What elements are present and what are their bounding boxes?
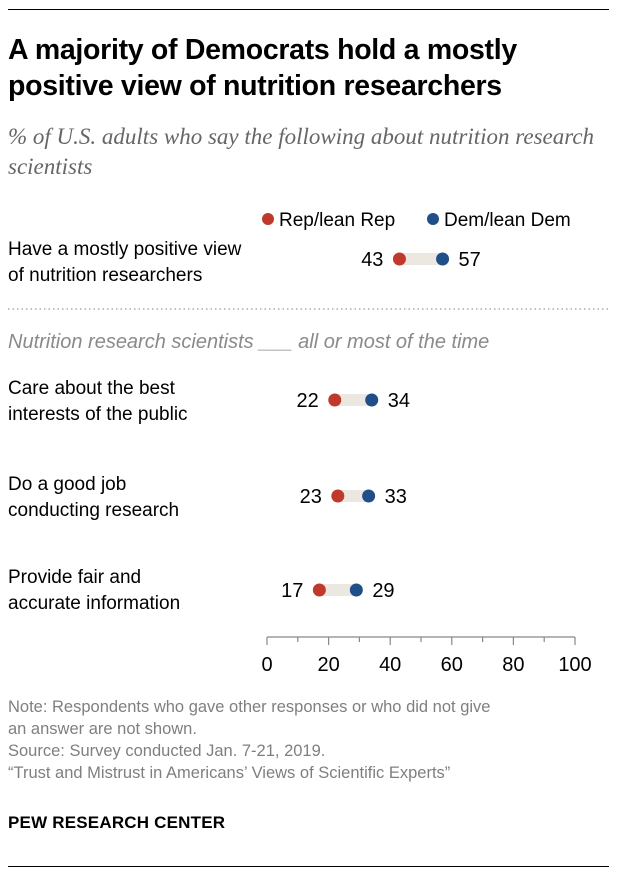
row-label: of nutrition researchers xyxy=(8,265,202,286)
section-heading: Nutrition research scientists ___ all or… xyxy=(8,331,489,353)
rep-dot xyxy=(331,489,345,503)
dem-value-label: 34 xyxy=(388,390,410,412)
legend: Rep/lean Rep Dem/lean Dem xyxy=(262,210,571,231)
rep-value-label: 23 xyxy=(300,486,322,508)
row-label: Provide fair and xyxy=(8,567,141,588)
range-connector xyxy=(337,490,369,502)
row-3: Provide fair and accurate information 17 29 xyxy=(8,567,395,614)
rep-value-label: 22 xyxy=(297,390,319,412)
x-tick-label: 0 xyxy=(261,654,272,676)
legend-rep-marker xyxy=(262,213,274,225)
range-connector xyxy=(319,584,357,596)
row-label: Care about the best xyxy=(8,378,176,399)
dem-value-label: 33 xyxy=(385,486,407,508)
top-rule xyxy=(8,9,609,10)
x-tick-label: 40 xyxy=(379,654,401,676)
legend-dem-label: Dem/lean Dem xyxy=(444,210,571,231)
rep-dot xyxy=(312,583,326,597)
row-label: conducting research xyxy=(8,500,179,521)
row-2: Do a good job conducting research 23 33 xyxy=(8,474,407,521)
dem-dot xyxy=(362,489,376,503)
pew-research-center-logo-text: PEW RESEARCH CENTER xyxy=(8,813,226,832)
row-label: Do a good job xyxy=(8,474,126,495)
x-tick-label: 60 xyxy=(441,654,463,676)
note-line-1: Note: Respondents who gave other respons… xyxy=(8,698,491,716)
bottom-rule xyxy=(8,866,609,867)
chart-title: A majority of Democrats hold a mostly po… xyxy=(8,34,517,102)
dem-value-label: 29 xyxy=(372,580,394,602)
row-label: interests of the public xyxy=(8,404,188,425)
report-line: “Trust and Mistrust in Americans’ Views … xyxy=(8,764,451,782)
rep-value-label: 43 xyxy=(361,249,383,271)
chart-rows: Have a mostly positive view of nutrition … xyxy=(8,239,481,614)
dem-dot xyxy=(349,583,363,597)
notes: Note: Respondents who gave other respons… xyxy=(8,696,608,784)
range-connector xyxy=(334,394,372,406)
dem-dot xyxy=(365,393,379,407)
range-connector xyxy=(399,253,443,265)
rep-value-label: 17 xyxy=(281,580,303,602)
dem-dot xyxy=(436,252,450,266)
legend-dem-marker xyxy=(427,213,439,225)
note-line-2: an answer are not shown. xyxy=(8,720,197,738)
row-0: Have a mostly positive view of nutrition … xyxy=(8,239,481,286)
rep-dot xyxy=(328,393,342,407)
legend-rep-label: Rep/lean Rep xyxy=(279,210,395,231)
row-label: accurate information xyxy=(8,593,180,614)
x-tick-label: 100 xyxy=(558,654,591,676)
dem-value-label: 57 xyxy=(459,249,481,271)
x-axis: 0 20 40 60 80 100 xyxy=(261,636,592,676)
row-1: Care about the best interests of the publ… xyxy=(8,378,410,425)
x-tick-label: 20 xyxy=(317,654,339,676)
rep-dot xyxy=(392,252,406,266)
row-label: Have a mostly positive view xyxy=(8,239,242,260)
x-tick-label: 80 xyxy=(502,654,524,676)
chart-subtitle: % of U.S. adults who say the following a… xyxy=(8,124,595,179)
dot-plot-chart: Rep/lean Rep Dem/lean Dem Nutrition rese… xyxy=(8,210,609,676)
source-line: Source: Survey conducted Jan. 7-21, 2019… xyxy=(8,742,326,760)
